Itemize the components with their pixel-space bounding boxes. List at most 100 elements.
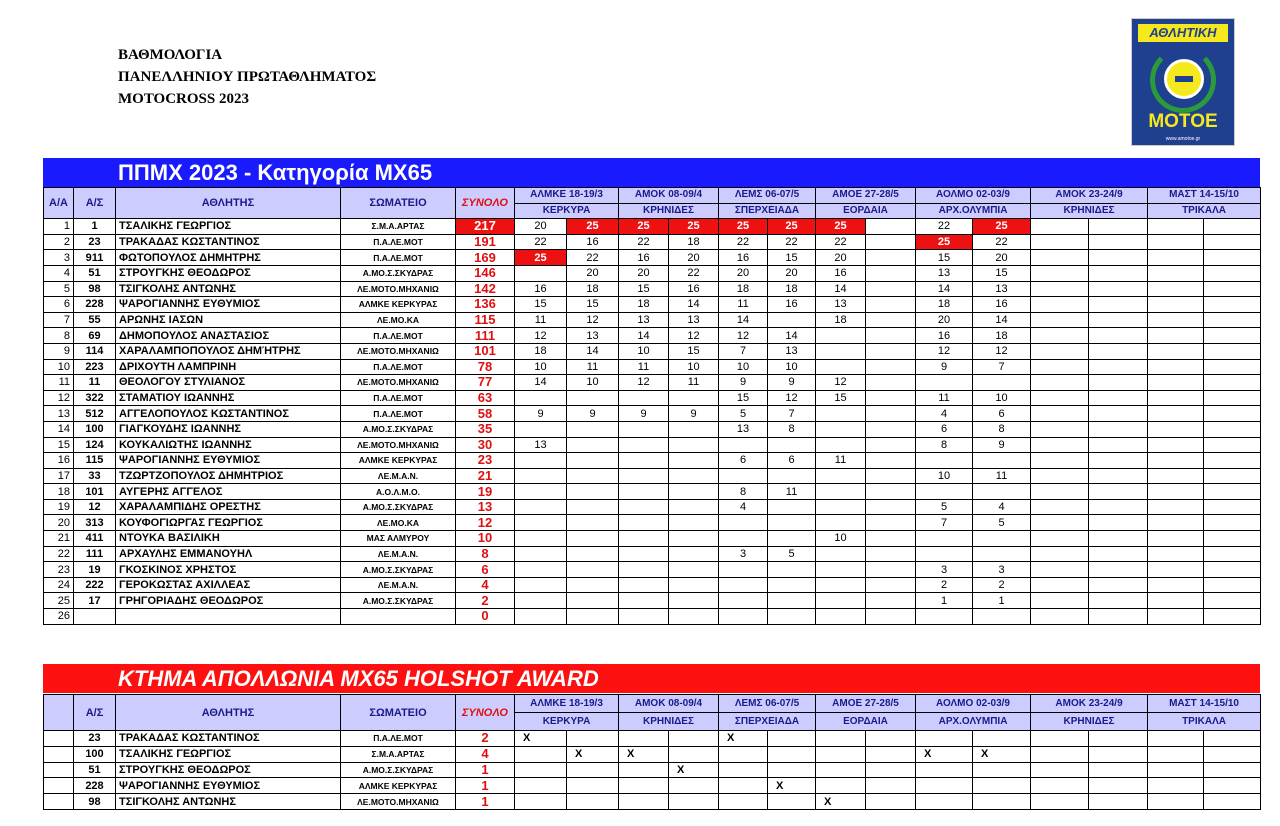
table-row: 6 228 ΨΑΡΟΓΙΑΝΝΗΣ ΕΥΘΥΜΙΟΣ ΑΛΜΚΕ ΚΕΡΚΥΡΑΣ 13… — [43, 296, 1262, 313]
race-score-cell: 12 — [618, 374, 669, 391]
race-score-cell — [618, 420, 669, 438]
race-number-cell: 19 — [73, 561, 116, 578]
race-score-cell — [1147, 530, 1205, 547]
race-score-cell: 7 — [718, 342, 768, 360]
race-score-cell: 11 — [718, 296, 768, 313]
holeshot-mark-cell — [1147, 745, 1205, 763]
club-cell: ΜΑΣ ΑΛΜΥΡΟΥ — [340, 530, 456, 547]
holeshot-mark-cell — [915, 761, 974, 779]
event-venue: ΚΡΗΝΙΔΕΣ — [618, 202, 719, 220]
race-number-cell: 111 — [73, 545, 116, 563]
race-score-cell: 15 — [668, 342, 719, 360]
race-score-cell: 6 — [972, 405, 1032, 422]
event-header: ΛΕΜΣ 06-07/5 — [718, 694, 816, 713]
laurel-wreath-icon — [1150, 47, 1216, 113]
race-score-cell: 9 — [668, 405, 719, 422]
event-header: ΜΑΣΤ 14-15/10 — [1147, 694, 1262, 713]
race-number-cell: 101 — [73, 483, 116, 500]
race-score-cell: 3 — [972, 561, 1032, 578]
race-score-cell — [514, 483, 567, 500]
race-score-cell — [1147, 218, 1205, 235]
aa-header: Α/Α — [43, 186, 74, 220]
holeshot-mark-cell — [668, 745, 719, 763]
race-score-cell — [566, 608, 619, 625]
race-score-cell: 18 — [972, 327, 1032, 344]
holeshot-mark-cell — [618, 777, 669, 795]
total-points-cell: 169 — [455, 249, 515, 266]
club-cell: ΛΕ.ΜΟ.ΚΑ — [340, 514, 456, 532]
club-cell: ΛΕ.Μ.Α.Ν. — [340, 545, 456, 563]
race-score-cell: 15 — [566, 296, 619, 313]
race-score-cell: 3 — [915, 561, 974, 578]
race-score-cell: 22 — [668, 264, 719, 282]
race-number-cell: 223 — [73, 358, 116, 376]
race-number-cell: 33 — [73, 467, 116, 485]
race-score-cell: 8 — [915, 436, 974, 454]
race-score-cell: 14 — [618, 327, 669, 344]
race-score-cell — [1030, 405, 1090, 422]
race-score-cell — [767, 436, 816, 454]
holeshot-mark-cell — [915, 777, 974, 795]
race-score-cell — [618, 592, 669, 610]
race-score-cell: 25 — [514, 249, 567, 266]
holeshot-mark-cell — [618, 730, 669, 747]
race-score-cell: 18 — [668, 233, 719, 251]
race-score-cell — [1203, 467, 1262, 485]
holeshot-mark-cell — [1088, 793, 1149, 810]
holeshot-banner: ΚΤΗΜΑ ΑΠΟΛΛΩΝΙΑ MX65 HOLSHOT AWARD — [43, 664, 1260, 693]
club-cell: Σ.Μ.Α.ΑΡΤΑΣ — [340, 218, 456, 235]
race-score-cell — [864, 483, 917, 500]
race-score-cell — [566, 483, 619, 500]
position-cell: 2 — [43, 233, 74, 251]
table-row: 16 115 ΨΑΡΟΓΙΑΝΝΗΣ ΕΥΘΥΜΙΟΣ ΑΛΜΚΕ ΚΕΡΚΥΡΑΣ 2… — [43, 452, 1262, 469]
club-cell: ΛΕ.ΜΟΤΟ.ΜΗΧΑΝΙΩ — [340, 280, 456, 298]
athlete-name-cell: ΧΑΡΑΛΑΜΠΙΔΗΣ ΟΡΕΣΤΗΣ — [115, 498, 341, 516]
race-score-cell — [1147, 561, 1205, 578]
total-points-cell: 23 — [455, 452, 515, 469]
event-header: ΑΛΜΚΕ 18-19/3 — [514, 694, 619, 713]
race-score-cell — [566, 514, 619, 532]
athlete-name-cell: ΑΥΓΕΡΗΣ ΑΓΓΕΛΟΣ — [115, 483, 341, 500]
race-score-cell: 18 — [718, 280, 768, 298]
race-score-cell: 22 — [767, 233, 816, 251]
event-venue: ΑΡΧ.ΟΛΥΜΠΙΑ — [915, 712, 1032, 731]
holeshot-mark-cell — [915, 730, 974, 747]
total-points-cell: 1 — [455, 777, 515, 795]
race-score-cell — [1030, 358, 1090, 376]
race-number-cell: 51 — [73, 264, 116, 282]
race-score-cell — [815, 483, 866, 500]
club-cell: ΑΛΜΚΕ ΚΕΡΚΥΡΑΣ — [340, 452, 456, 469]
position-cell: 16 — [43, 452, 74, 469]
total-points-cell: 78 — [455, 358, 515, 376]
race-score-cell — [1203, 576, 1262, 594]
total-points-cell: 101 — [455, 342, 515, 360]
total-points-cell: 115 — [455, 311, 515, 329]
race-score-cell — [815, 608, 866, 625]
athlete-name-cell: ΓΚΟΣΚΙΝΟΣ ΧΡΗΣΤΟΣ — [115, 561, 341, 578]
race-score-cell: 15 — [718, 389, 768, 407]
race-score-cell — [1147, 483, 1205, 500]
total-points-cell: 6 — [455, 561, 515, 578]
race-score-cell: 25 — [767, 218, 816, 235]
race-score-cell — [618, 436, 669, 454]
race-score-cell: 5 — [915, 498, 974, 516]
race-score-cell: 7 — [915, 514, 974, 532]
race-score-cell — [1088, 420, 1149, 438]
race-score-cell — [864, 218, 917, 235]
race-score-cell — [1030, 467, 1090, 485]
race-score-cell: 18 — [514, 342, 567, 360]
number-header: Α/Σ — [73, 694, 116, 731]
race-score-cell — [514, 576, 567, 594]
race-score-cell — [668, 545, 719, 563]
event-venue: ΣΠΕΡΧΕΙΑΔΑ — [718, 712, 816, 731]
race-score-cell — [1203, 420, 1262, 438]
race-number-cell: 100 — [73, 745, 116, 763]
table-row: 5 98 ΤΣΙΓΚΟΛΗΣ ΑΝΤΩΝΗΣ ΛΕ.ΜΟΤΟ.ΜΗΧΑΝΙΩ 142 16… — [43, 280, 1262, 298]
race-score-cell: 11 — [815, 452, 866, 469]
event-venue: ΤΡΙΚΑΛΑ — [1147, 712, 1262, 731]
race-score-cell — [1030, 327, 1090, 344]
race-score-cell: 22 — [915, 218, 974, 235]
race-score-cell: 22 — [972, 233, 1032, 251]
race-score-cell — [1147, 233, 1205, 251]
club-cell: Α.ΜΟ.Σ.ΣΚΥΔΡΑΣ — [340, 264, 456, 282]
